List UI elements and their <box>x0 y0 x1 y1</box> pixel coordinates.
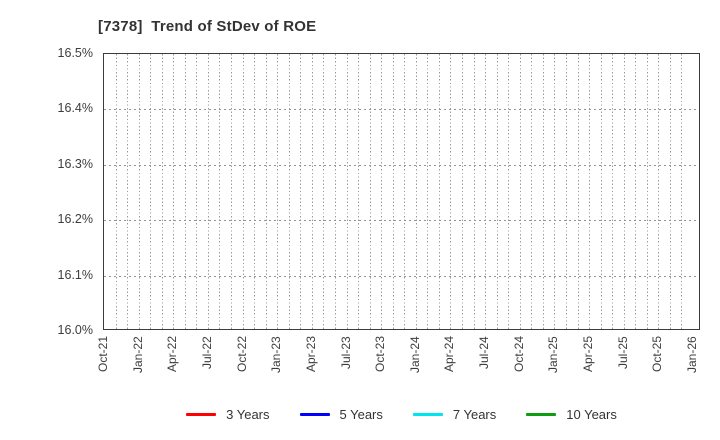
vertical-gridline <box>127 54 129 329</box>
vertical-gridline <box>519 54 521 329</box>
chart-title: [7378] Trend of StDev of ROE <box>98 18 317 35</box>
y-axis-label: 16.2% <box>57 212 93 227</box>
x-axis-label: Jul-22 <box>199 336 214 369</box>
vertical-gridline <box>207 54 209 329</box>
vertical-gridline <box>184 54 186 329</box>
vertical-gridline <box>462 54 464 329</box>
vertical-gridline <box>600 54 602 329</box>
y-axis-label: 16.4% <box>57 101 93 116</box>
x-axis-label: Jan-22 <box>130 336 145 373</box>
x-axis-label: Oct-25 <box>650 336 665 373</box>
vertical-gridline <box>231 54 233 329</box>
horizontal-gridline <box>104 220 699 222</box>
x-axis-label: Jan-26 <box>685 336 699 373</box>
y-axis-label: 16.5% <box>57 46 93 60</box>
legend-line-swatch <box>526 412 557 416</box>
x-axis-label: Jan-23 <box>269 336 284 373</box>
vertical-gridline <box>646 54 648 329</box>
legend-item-5-years: 5 Years <box>299 406 383 422</box>
legend-label: 7 Years <box>452 406 497 422</box>
x-axis-label: Apr-25 <box>581 336 596 373</box>
horizontal-gridline <box>104 109 699 111</box>
vertical-gridline <box>508 54 510 329</box>
vertical-gridline <box>450 54 452 329</box>
legend-line-swatch <box>186 412 217 416</box>
vertical-gridline <box>623 54 625 329</box>
vertical-gridline <box>254 54 256 329</box>
vertical-gridline <box>542 54 544 329</box>
legend: 3 Years 5 Years 7 Years 10 Years <box>103 402 700 426</box>
vertical-gridline <box>346 54 348 329</box>
legend-line-swatch <box>299 412 330 416</box>
vertical-gridline <box>277 54 279 329</box>
x-axis-label: Oct-23 <box>373 336 388 373</box>
vertical-gridline <box>531 54 533 329</box>
vertical-gridline <box>669 54 671 329</box>
vertical-gridline <box>485 54 487 329</box>
vertical-gridline <box>404 54 406 329</box>
vertical-gridline <box>381 54 383 329</box>
vertical-gridline <box>242 54 244 329</box>
y-axis-label: 16.0% <box>57 323 93 337</box>
vertical-gridline <box>473 54 475 329</box>
x-axis-label: Jul-25 <box>615 336 630 369</box>
legend-line-swatch <box>412 412 443 416</box>
x-axis-label: Apr-23 <box>303 336 318 373</box>
vertical-gridline <box>115 54 117 329</box>
vertical-gridline <box>554 54 556 329</box>
vertical-gridline <box>589 54 591 329</box>
vertical-gridline <box>334 54 336 329</box>
vertical-gridline <box>392 54 394 329</box>
legend-item-7-years: 7 Years <box>412 406 497 422</box>
vertical-gridline <box>427 54 429 329</box>
y-axis-label: 16.1% <box>57 267 93 282</box>
x-axis-label: Oct-21 <box>96 336 110 373</box>
legend-item-3-years: 3 Years <box>186 406 270 422</box>
vertical-gridline <box>635 54 637 329</box>
vertical-gridline <box>358 54 360 329</box>
vertical-gridline <box>138 54 140 329</box>
vertical-gridline <box>415 54 417 329</box>
vertical-gridline <box>369 54 371 329</box>
x-axis-label: Apr-22 <box>165 336 180 373</box>
x-axis-label: Jan-25 <box>546 336 561 373</box>
x-axis-label: Oct-22 <box>234 336 249 373</box>
legend-item-10-years: 10 Years <box>526 407 617 422</box>
legend-label: 5 Years <box>339 406 383 422</box>
vertical-gridline <box>438 54 440 329</box>
x-axis-label: Jan-24 <box>407 336 422 373</box>
vertical-gridline <box>219 54 221 329</box>
vertical-gridline <box>150 54 152 329</box>
vertical-gridline <box>577 54 579 329</box>
x-axis-label: Apr-24 <box>442 336 457 373</box>
horizontal-gridline <box>104 275 699 277</box>
vertical-gridline <box>496 54 498 329</box>
vertical-gridline <box>300 54 302 329</box>
vertical-gridline <box>265 54 267 329</box>
vertical-gridline <box>565 54 567 329</box>
x-axis-label: Jul-24 <box>477 336 492 369</box>
vertical-gridline <box>173 54 175 329</box>
y-axis-label: 16.3% <box>57 156 93 171</box>
x-axis-label: Jul-23 <box>338 336 353 369</box>
vertical-gridline <box>323 54 325 329</box>
vertical-gridline <box>612 54 614 329</box>
vertical-gridline <box>288 54 290 329</box>
vertical-gridline <box>161 54 163 329</box>
plot-area <box>103 53 700 330</box>
vertical-gridline <box>196 54 198 329</box>
vertical-gridline <box>658 54 660 329</box>
legend-label: 3 Years <box>226 406 270 422</box>
legend-label: 10 Years <box>566 406 617 422</box>
x-axis-label: Oct-24 <box>511 336 526 373</box>
vertical-gridline <box>681 54 683 329</box>
horizontal-gridline <box>104 164 699 166</box>
vertical-gridline <box>311 54 313 329</box>
